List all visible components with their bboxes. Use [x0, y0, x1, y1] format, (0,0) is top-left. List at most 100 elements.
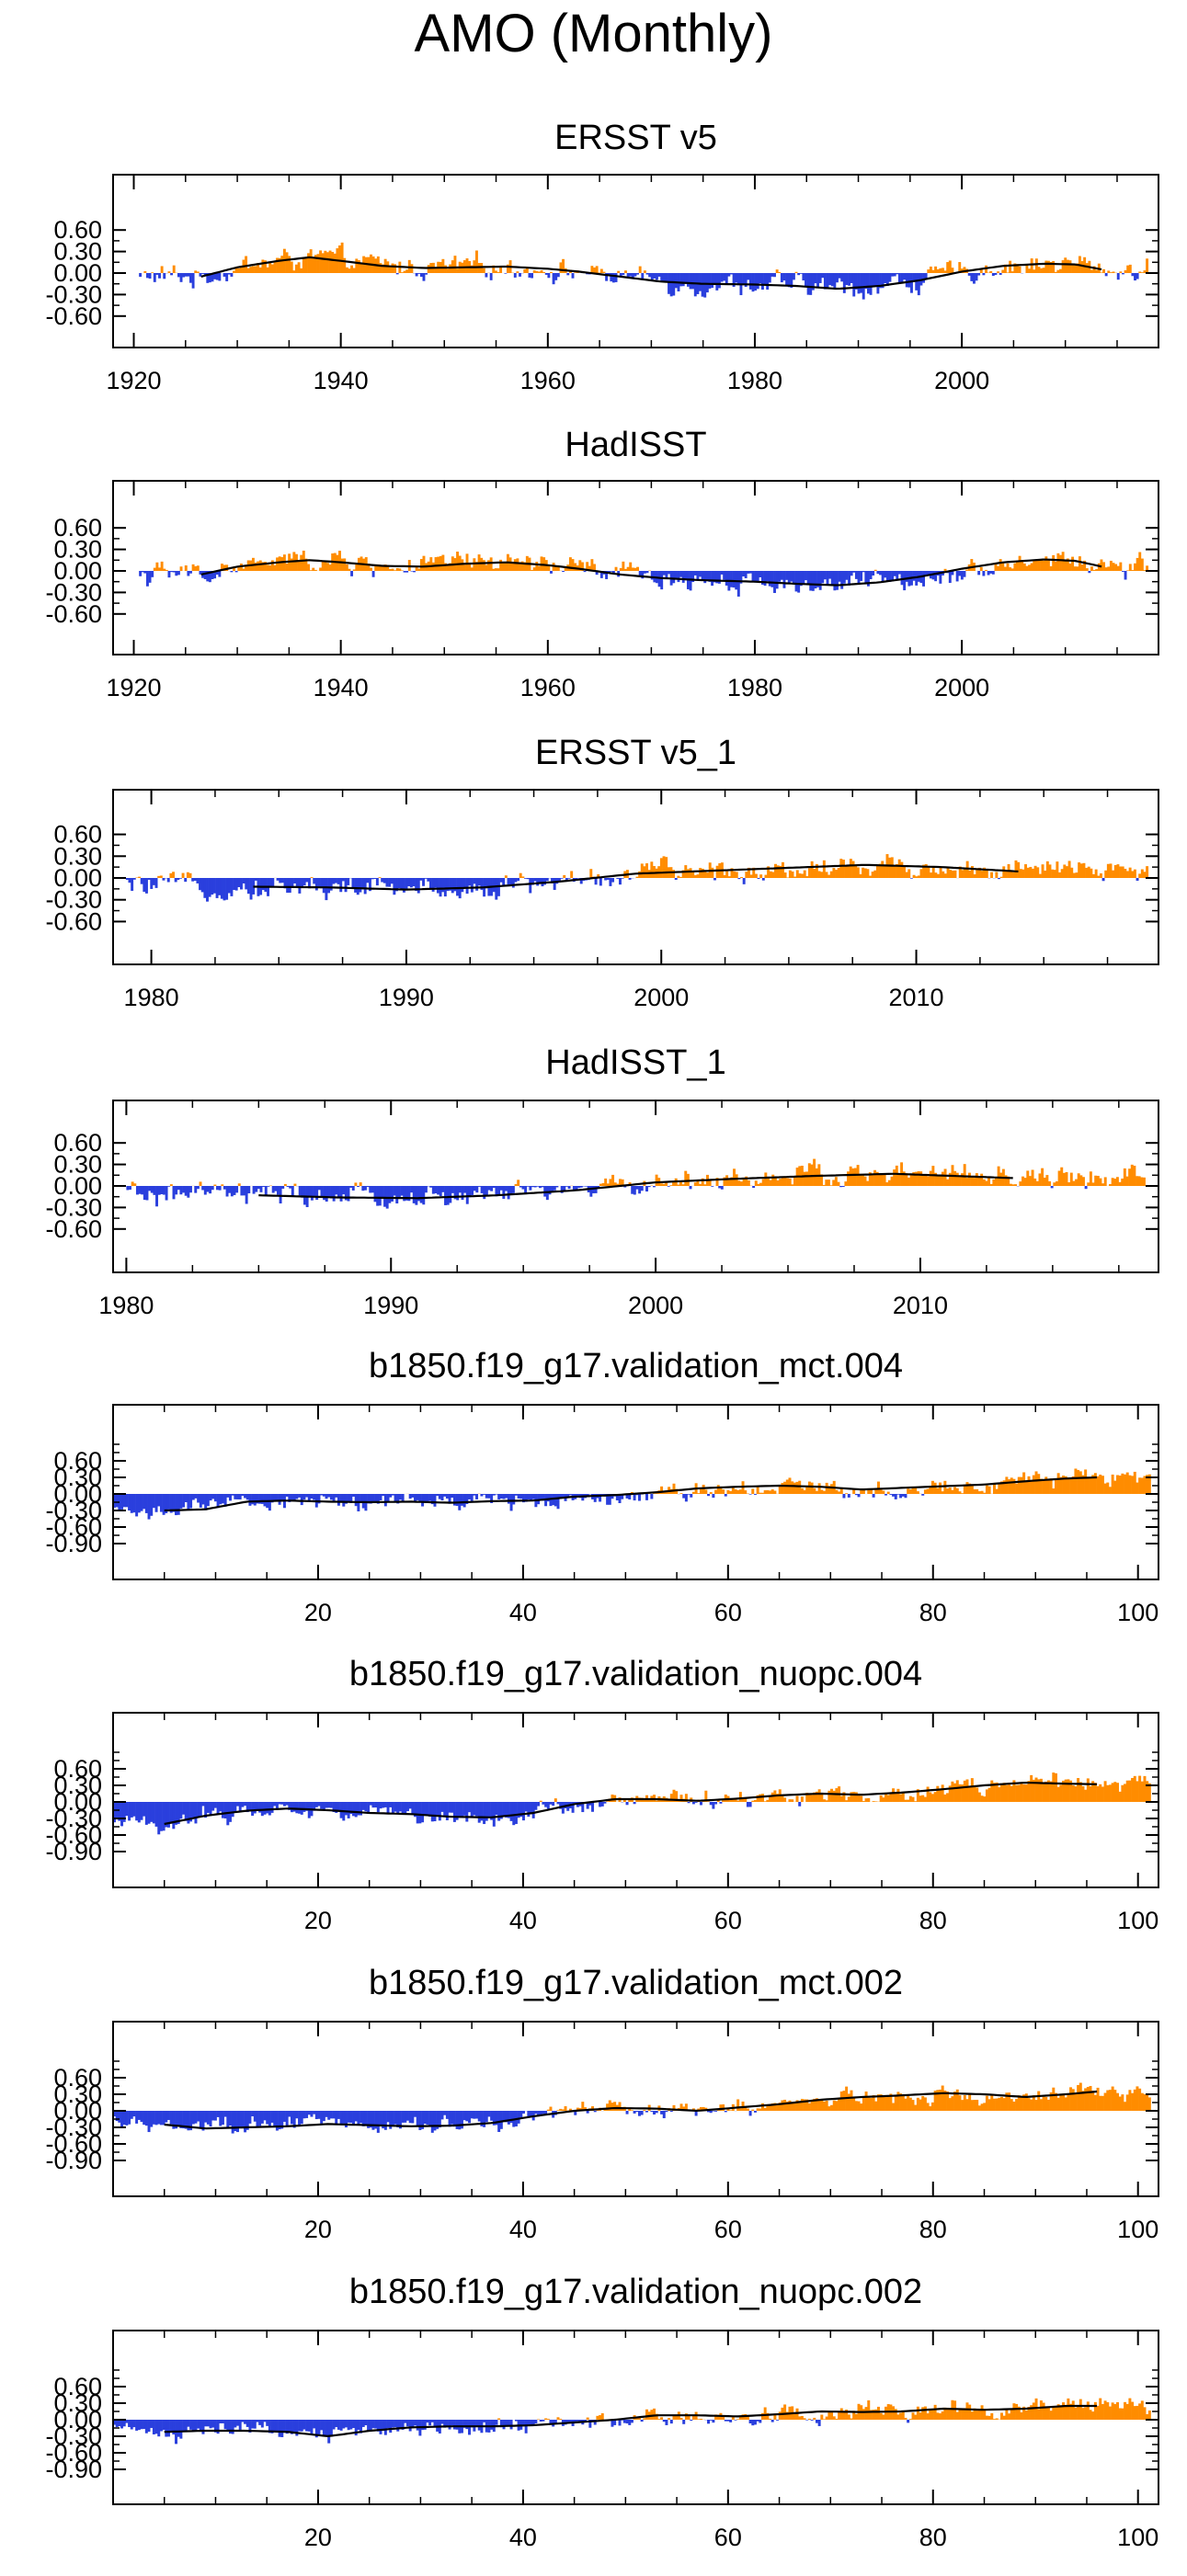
anomaly-bar	[320, 2420, 324, 2431]
anomaly-bar	[836, 571, 839, 590]
anomaly-bar	[514, 1494, 518, 1496]
anomaly-bar	[547, 273, 551, 279]
anomaly-bar	[748, 273, 752, 290]
anomaly-bar	[1062, 2093, 1066, 2111]
anomaly-bar	[542, 271, 546, 273]
anomaly-bar	[482, 560, 485, 571]
anomaly-bar	[266, 2111, 269, 2125]
anomaly-bar	[610, 571, 613, 572]
anomaly-bar	[936, 1785, 940, 1802]
anomaly-bar	[549, 1494, 553, 1507]
anomaly-bar	[197, 2111, 200, 2122]
anomaly-bar	[689, 868, 692, 878]
anomaly-bar	[1089, 2410, 1092, 2420]
anomaly-bar	[440, 2111, 444, 2120]
x-tick-label: 1920	[106, 674, 161, 701]
y-tick-label: 0.60	[53, 514, 102, 541]
anomaly-bar	[1147, 1474, 1151, 1494]
anomaly-bar	[1084, 1789, 1088, 1802]
anomaly-bar	[888, 273, 892, 282]
anomaly-bar	[874, 2101, 878, 2111]
anomaly-bar	[395, 1186, 399, 1204]
anomaly-bar	[882, 1490, 885, 1494]
anomaly-bar	[233, 878, 236, 891]
anomaly-bar	[324, 250, 327, 273]
anomaly-bar	[783, 1176, 787, 1186]
anomaly-bar	[725, 571, 728, 586]
anomaly-bar	[987, 1486, 991, 1494]
anomaly-bar	[187, 571, 190, 576]
anomaly-bar	[167, 571, 171, 578]
anomaly-bar	[736, 273, 740, 286]
anomaly-bar	[263, 1802, 267, 1815]
anomaly-bar	[822, 860, 826, 878]
anomaly-bar	[719, 2104, 723, 2111]
anomaly-bar	[394, 1494, 397, 1502]
anomaly-bar	[995, 872, 999, 878]
anomaly-bar	[338, 245, 341, 273]
anomaly-bar	[187, 2420, 190, 2427]
anomaly-bar	[417, 568, 421, 571]
anomaly-bar	[349, 1802, 353, 1815]
anomaly-bar	[1099, 1784, 1102, 1802]
anomaly-bar	[531, 1802, 535, 1818]
y-tick-label: -0.60	[45, 1215, 102, 1243]
anomaly-bar	[896, 1494, 900, 1495]
anomaly-bar	[1015, 1483, 1019, 1494]
anomaly-bar	[1089, 1171, 1092, 1186]
anomaly-bar	[1002, 2098, 1006, 2111]
anomaly-bar	[1017, 1476, 1021, 1494]
anomaly-bar	[1068, 563, 1072, 571]
y-tick-label: -0.90	[45, 1530, 102, 1557]
anomaly-bar	[1097, 875, 1101, 878]
anomaly-bar	[159, 875, 163, 878]
anomaly-bar	[862, 571, 865, 573]
anomaly-bar	[470, 265, 474, 273]
anomaly-bar	[827, 874, 831, 878]
anomaly-bar	[999, 559, 1002, 571]
anomaly-bar	[445, 2420, 449, 2427]
anomaly-bar	[244, 2111, 247, 2133]
anomaly-bar	[391, 568, 394, 571]
anomaly-bar	[138, 1186, 142, 1194]
anomaly-bar	[462, 564, 466, 571]
anomaly-bar	[499, 1494, 503, 1499]
anomaly-bar	[1058, 872, 1061, 878]
anomaly-bar	[699, 2418, 702, 2420]
anomaly-bar	[1087, 866, 1090, 878]
anomaly-bar	[223, 1186, 226, 1190]
anomaly-bar	[997, 565, 1000, 571]
anomaly-bar	[154, 1494, 158, 1512]
anomaly-bar	[327, 2420, 331, 2444]
anomaly-bar	[706, 872, 710, 878]
anomaly-bar	[219, 1494, 223, 1505]
anomaly-bar	[1146, 565, 1149, 571]
anomaly-bar	[917, 1171, 920, 1186]
anomaly-bar	[766, 2105, 770, 2111]
anomaly-bar	[218, 273, 222, 281]
anomaly-bar	[958, 2408, 962, 2420]
anomaly-bar	[1066, 259, 1069, 273]
anomaly-bar	[948, 571, 952, 584]
anomaly-bar	[1018, 555, 1022, 571]
anomaly-bar	[537, 1494, 541, 1505]
anomaly-bar	[524, 2420, 528, 2434]
anomaly-bar	[490, 1802, 494, 1820]
anomaly-bar	[1041, 1168, 1044, 1186]
anomaly-bar	[523, 562, 527, 571]
anomaly-bar	[717, 273, 721, 289]
anomaly-bar	[278, 1802, 281, 1805]
anomaly-bar	[751, 2109, 755, 2111]
anomaly-bar	[1052, 1772, 1056, 1802]
anomaly-bar	[245, 1186, 248, 1204]
anomaly-bar	[556, 2110, 560, 2111]
anomaly-bar	[1138, 2403, 1142, 2420]
anomaly-bar	[451, 878, 454, 894]
anomaly-bar	[665, 2111, 668, 2113]
anomaly-bar	[948, 2098, 952, 2111]
anomaly-bar	[517, 1180, 520, 1186]
anomaly-bar	[813, 1487, 816, 1494]
anomaly-bar	[1057, 1170, 1061, 1186]
anomaly-bar	[759, 273, 762, 284]
anomaly-bar	[574, 2420, 577, 2422]
